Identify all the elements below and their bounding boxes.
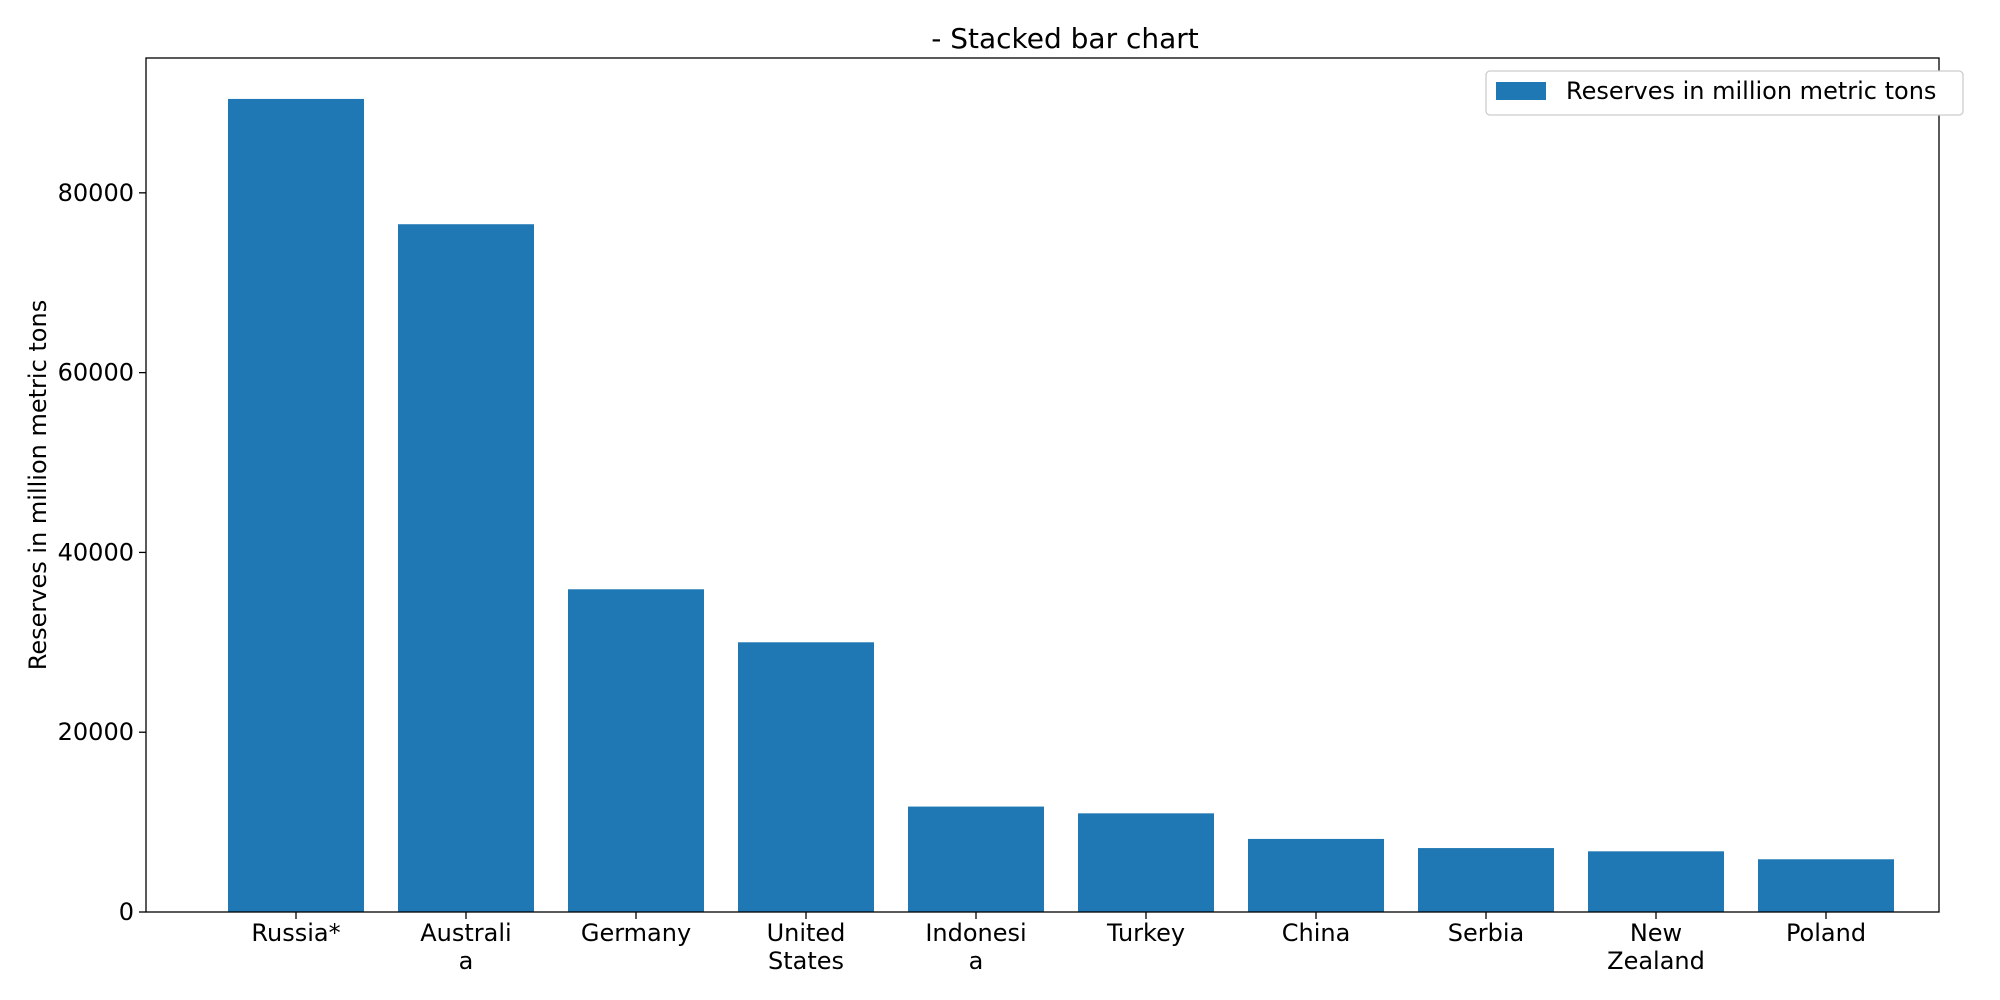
bar [1078,813,1214,912]
legend: Reserves in million metric tons [1485,70,1964,116]
x-tick-label: United States [767,919,846,975]
x-tick-label-line: Russia* [251,919,340,947]
x-tick-label: China [1282,919,1351,947]
bar [1418,848,1554,912]
x-tick-label-line: China [1282,919,1351,947]
x-tick-label: Poland [1786,919,1866,947]
x-tick-label: Russia* [251,919,340,947]
x-tick-label-line: Australi [420,919,511,947]
x-tick-label-line: Indonesi [925,919,1026,947]
x-tick-label: New Zealand [1607,919,1705,975]
bar [228,98,364,912]
y-tick-label: 60000 [58,359,134,387]
x-tick-label-line: United [767,919,846,947]
legend-frame [1485,70,1964,116]
bar [398,224,534,913]
x-tick-label: Australi a [420,919,511,975]
x-tick-label: Germany [581,919,691,947]
x-tick-label: Indonesi a [925,919,1026,975]
x-tick-label-line: a [969,947,984,975]
y-tick-label: 80000 [58,179,134,207]
y-tick-label: 40000 [58,538,134,566]
y-tick-label: 20000 [58,718,134,746]
x-tick-label-line: Zealand [1607,947,1705,975]
y-axis-label: Reserves in million metric tons [24,300,52,670]
bars-group [228,98,1894,913]
x-tick-label-line: Poland [1786,919,1866,947]
x-tick-label: Serbia [1448,919,1524,947]
x-tick-label: Turkey [1106,919,1185,947]
y-tick-label: 0 [119,898,134,926]
legend-label: Reserves in million metric tons [1566,77,1936,105]
chart-title: - Stacked bar chart [931,22,1199,55]
x-tick-label-line: Turkey [1106,919,1185,947]
bar [568,589,704,912]
bar [738,642,874,912]
x-tick-label-line: New [1630,919,1682,947]
bar [1588,851,1724,912]
x-tick-label-line: a [459,947,474,975]
bar [1758,859,1894,912]
x-tick-label-line: States [768,947,844,975]
x-tick-label-line: Serbia [1448,919,1524,947]
bar [1248,838,1384,912]
legend-swatch [1496,82,1546,100]
y-axis: 0 20000 40000 60000 80000 [58,179,146,926]
bar [908,806,1044,912]
plot-area-frame [145,57,1940,913]
x-tick-label-line: Germany [581,919,691,947]
